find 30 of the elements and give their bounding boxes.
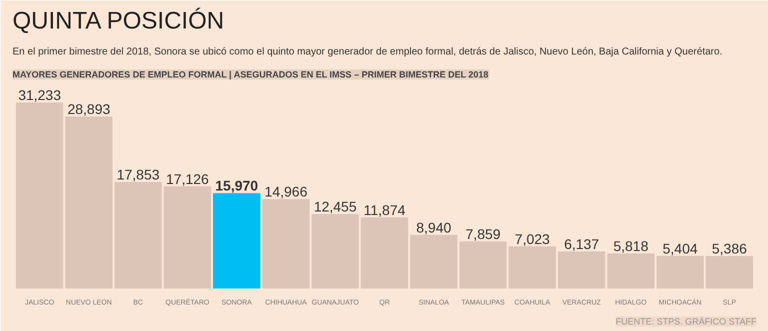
- data-label: 17,126: [166, 170, 210, 187]
- data-label: 5,404: [662, 240, 698, 256]
- data-label: 11,874: [364, 202, 406, 218]
- bar: [360, 217, 408, 288]
- bar: [114, 182, 162, 288]
- bar: [213, 193, 260, 288]
- data-label: 17,853: [116, 166, 160, 182]
- data-label: 14,966: [264, 184, 308, 200]
- text: MAYORES GENERADORES DE EMPLEO FORMAL | ASEGURADOS EN EL IMSS – PRIMER BIMESTRE DEL 2018: [12, 70, 488, 80]
- source-note: FUENTE: STPS. GRÁFICO STAFF: [616, 316, 757, 326]
- bar: [312, 214, 359, 288]
- bar: [508, 246, 556, 288]
- bar: [164, 186, 212, 288]
- data-label: 15,970: [215, 178, 258, 194]
- data-label: 7,023: [514, 230, 550, 247]
- bar: [262, 199, 310, 288]
- data-label: 5,386: [712, 240, 748, 257]
- chart-subtitle: En el primer bimestre del 2018, Sonora se ubicó como el quinto mayor generador de empleo formal, detrás de Jalisco, Nuevo León, Baja California y Querétaro.: [12, 46, 722, 58]
- data-label: 5,818: [613, 238, 649, 254]
- chart-title: QUINTA POSICIÓN: [12, 8, 224, 34]
- bar: [607, 253, 655, 288]
- data-label: 12,455: [314, 198, 357, 215]
- data-label: 6,137: [564, 236, 600, 252]
- data-label: 7,859: [466, 226, 501, 242]
- data-label: 8,940: [416, 219, 452, 236]
- bar: [558, 252, 606, 288]
- data-label: 31,233: [18, 87, 62, 104]
- bar: [410, 234, 458, 288]
- bar: [459, 241, 507, 288]
- data-label: 28,893: [67, 100, 110, 117]
